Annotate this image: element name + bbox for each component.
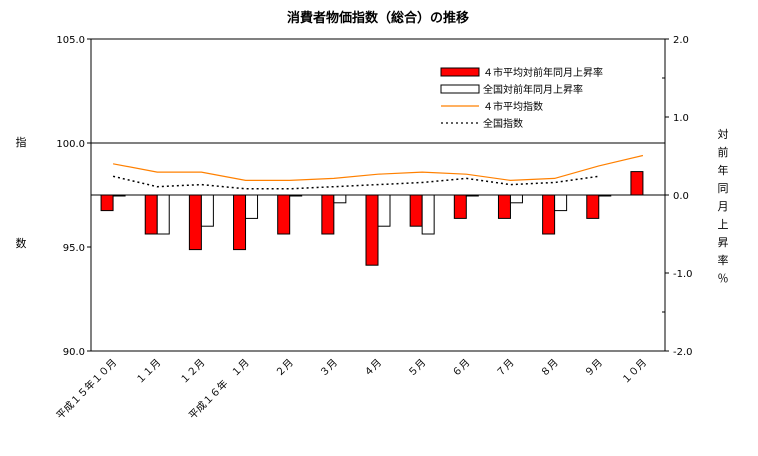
category-label: ７月 [494, 357, 517, 380]
bar-four-city-rate [144, 194, 158, 235]
legend-label: ４市平均指数 [483, 100, 543, 113]
left-axis-label: 指数 [16, 135, 27, 250]
bar-four-city-rate [321, 194, 335, 235]
legend-label: 全国指数 [483, 117, 523, 130]
category-label: ２月 [273, 357, 296, 380]
bar-national-rate [509, 194, 523, 204]
right-tick-label: 2.0 [673, 35, 689, 46]
category-label: １０月 [619, 357, 649, 387]
bar-national-rate [333, 194, 347, 204]
category-label: ３月 [317, 357, 340, 380]
bar-four-city-rate [630, 171, 644, 196]
line-national-index [112, 175, 599, 190]
left-tick-label: 100.0 [56, 139, 85, 150]
bar-national-rate [377, 194, 391, 227]
left-tick-label: 90.0 [63, 347, 85, 358]
bar-four-city-rate [100, 194, 114, 212]
bar-national-rate [112, 194, 126, 197]
right-tick-label: -2.0 [673, 347, 693, 358]
category-label: ５月 [406, 357, 429, 380]
right-axis-label: 対前年同月上昇率 ％ [718, 127, 729, 285]
legend-label: 全国対前年同月上昇率 [483, 83, 583, 96]
left-axis-label-char: 数 [16, 237, 27, 250]
bar-four-city-rate [586, 194, 600, 219]
bar-four-city-rate [233, 194, 247, 251]
right-axis-label-char: 月 [718, 200, 729, 213]
right-axis-label-char: 年 [718, 163, 729, 177]
right-axis-label-char: 前 [718, 145, 729, 159]
right-axis-label-char: 上 [718, 218, 729, 231]
left-tick-label: 95.0 [63, 243, 85, 254]
bar-national-rate [598, 194, 612, 197]
category-label: ６月 [450, 357, 473, 380]
bar-national-rate [245, 194, 259, 219]
legend-swatch [440, 67, 480, 77]
category-label: 平成１５年１０月 [53, 356, 119, 422]
bar-four-city-rate [188, 194, 202, 251]
bar-four-city-rate [365, 194, 379, 266]
category-label: １１月 [134, 357, 164, 387]
right-axis-label-char: 率 [718, 253, 729, 267]
right-axis-label-char: 対 [718, 127, 729, 141]
bar-national-rate [421, 194, 435, 235]
bar-national-rate [465, 194, 479, 197]
legend-swatch [440, 84, 480, 94]
category-label: ９月 [582, 357, 605, 380]
bar-national-rate [554, 194, 568, 212]
chart-title: 消費者物価指数（総合）の推移 [287, 10, 469, 26]
bar-national-rate [289, 194, 303, 197]
left-axis-label-char: 指 [16, 135, 27, 149]
right-axis-label-char: 昇 [718, 236, 729, 249]
bar-four-city-rate [277, 194, 291, 235]
bar-four-city-rate [453, 194, 467, 219]
bar-national-rate [200, 194, 214, 227]
right-tick-label: 0.0 [673, 191, 689, 202]
bar-national-rate [156, 194, 170, 235]
right-tick-label: -1.0 [673, 269, 693, 280]
bar-four-city-rate [409, 194, 423, 227]
line-four-city-index [112, 154, 644, 182]
category-label: １２月 [178, 357, 208, 387]
category-label: ８月 [538, 357, 561, 380]
right-axis-label-char: 同 [718, 182, 729, 195]
plot-area: 105.0 100.0 95.0 90.0 2.0 1.0 0.0 -1.0 -2.0 平成１５年… [53, 35, 692, 422]
right-tick-label: 1.0 [673, 113, 689, 124]
bar-four-city-rate [542, 194, 556, 235]
right-axis-label-char: ％ [718, 272, 729, 285]
bar-four-city-rate [497, 194, 511, 219]
left-tick-label: 105.0 [56, 35, 85, 46]
legend-label: ４市平均対前年同月上昇率 [483, 66, 603, 79]
category-label: ４月 [361, 357, 384, 380]
